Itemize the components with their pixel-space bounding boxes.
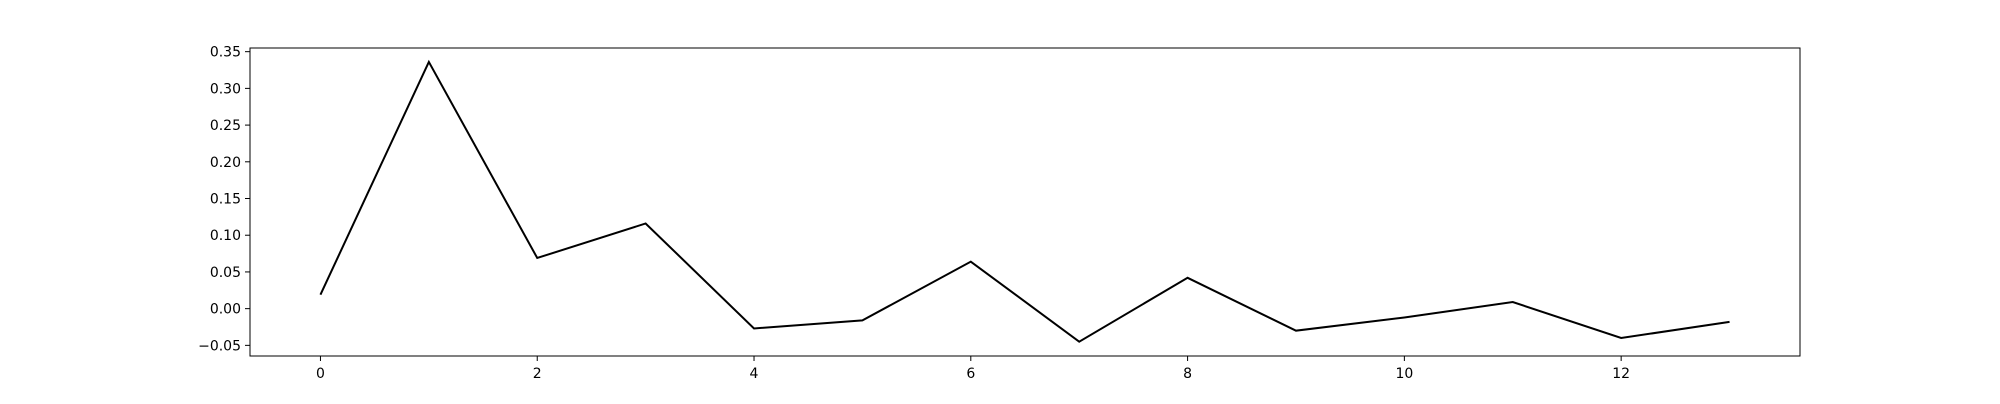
data-point <box>537 257 538 258</box>
x-tick-label: 2 <box>533 366 542 382</box>
x-tick-label: 6 <box>966 366 975 382</box>
data-point <box>1729 321 1730 322</box>
y-tick-label: −0.05 <box>198 338 241 354</box>
x-axis-ticks: 0 2 4 6 8 10 12 <box>316 356 1630 382</box>
y-tick-label: 0.20 <box>210 155 241 171</box>
data-point <box>754 328 755 329</box>
x-tick-label: 10 <box>1395 366 1413 382</box>
y-tick-label: 0.00 <box>210 302 241 318</box>
x-tick-label: 8 <box>1183 366 1192 382</box>
plot-frame <box>249 47 1801 357</box>
x-tick-label: 0 <box>316 366 325 382</box>
data-point <box>1512 302 1513 303</box>
y-tick-label: 0.25 <box>210 118 241 134</box>
data-point <box>645 223 646 224</box>
data-point <box>1295 330 1296 331</box>
y-tick-label: 0.15 <box>210 192 241 208</box>
data-point <box>1404 317 1405 318</box>
y-tick-label: 0.10 <box>210 228 241 244</box>
x-tick-label: 4 <box>750 366 759 382</box>
y-tick-label: 0.35 <box>210 45 241 61</box>
y-axis-ticks: −0.05 0.00 0.05 0.10 0.15 0.20 0.25 0.30 0.35 <box>198 45 250 354</box>
y-tick-label: 0.05 <box>210 265 241 281</box>
data-point <box>1621 338 1622 339</box>
y-tick-label: 0.30 <box>210 81 241 97</box>
data-point <box>428 61 429 62</box>
series-line <box>319 59 1730 343</box>
x-tick-label: 12 <box>1612 366 1630 382</box>
data-point <box>862 320 863 321</box>
data-point <box>970 261 971 262</box>
data-point <box>1079 341 1080 342</box>
plot-layer <box>319 59 1730 343</box>
data-point <box>1187 277 1188 278</box>
data-point <box>320 294 321 295</box>
